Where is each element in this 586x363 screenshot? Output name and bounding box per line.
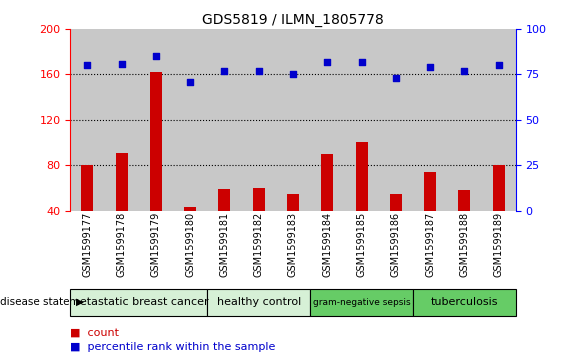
Point [391, 75, 400, 81]
Bar [482, 29, 516, 211]
FancyBboxPatch shape [310, 289, 413, 316]
Bar [253, 188, 265, 211]
Bar [379, 29, 413, 211]
Bar [104, 29, 139, 211]
Bar [184, 207, 196, 211]
Point [220, 68, 229, 74]
Point [186, 79, 195, 85]
Bar [150, 72, 162, 211]
Bar [70, 29, 104, 211]
Bar [276, 29, 310, 211]
Point [494, 62, 503, 68]
Point [425, 64, 435, 70]
Bar [207, 29, 241, 211]
Text: ■  count: ■ count [70, 327, 120, 338]
Bar [321, 154, 333, 211]
Bar [81, 165, 93, 211]
FancyBboxPatch shape [70, 289, 207, 316]
Point [83, 62, 92, 68]
Point [459, 68, 469, 74]
Text: ■  percentile rank within the sample: ■ percentile rank within the sample [70, 342, 275, 352]
Text: metastatic breast cancer: metastatic breast cancer [69, 297, 209, 307]
Text: healthy control: healthy control [217, 297, 301, 307]
Point [288, 72, 298, 77]
Bar [390, 193, 402, 211]
Text: tuberculosis: tuberculosis [431, 297, 498, 307]
FancyBboxPatch shape [207, 289, 310, 316]
Point [322, 59, 332, 65]
Bar [310, 29, 345, 211]
Bar [241, 29, 276, 211]
Point [254, 68, 264, 74]
Bar [345, 29, 379, 211]
Bar [493, 165, 505, 211]
Bar [424, 172, 436, 211]
Bar [219, 189, 230, 211]
Point [151, 53, 161, 59]
Bar [173, 29, 207, 211]
Bar [447, 29, 482, 211]
FancyBboxPatch shape [413, 289, 516, 316]
Text: disease state  ▶: disease state ▶ [0, 297, 84, 307]
Point [357, 59, 366, 65]
Bar [356, 142, 367, 211]
Point [117, 61, 127, 66]
Bar [458, 190, 471, 211]
Title: GDS5819 / ILMN_1805778: GDS5819 / ILMN_1805778 [202, 13, 384, 26]
Bar [413, 29, 447, 211]
Bar [115, 153, 128, 211]
Bar [287, 193, 299, 211]
Text: gram-negative sepsis: gram-negative sepsis [313, 298, 410, 307]
Bar [139, 29, 173, 211]
